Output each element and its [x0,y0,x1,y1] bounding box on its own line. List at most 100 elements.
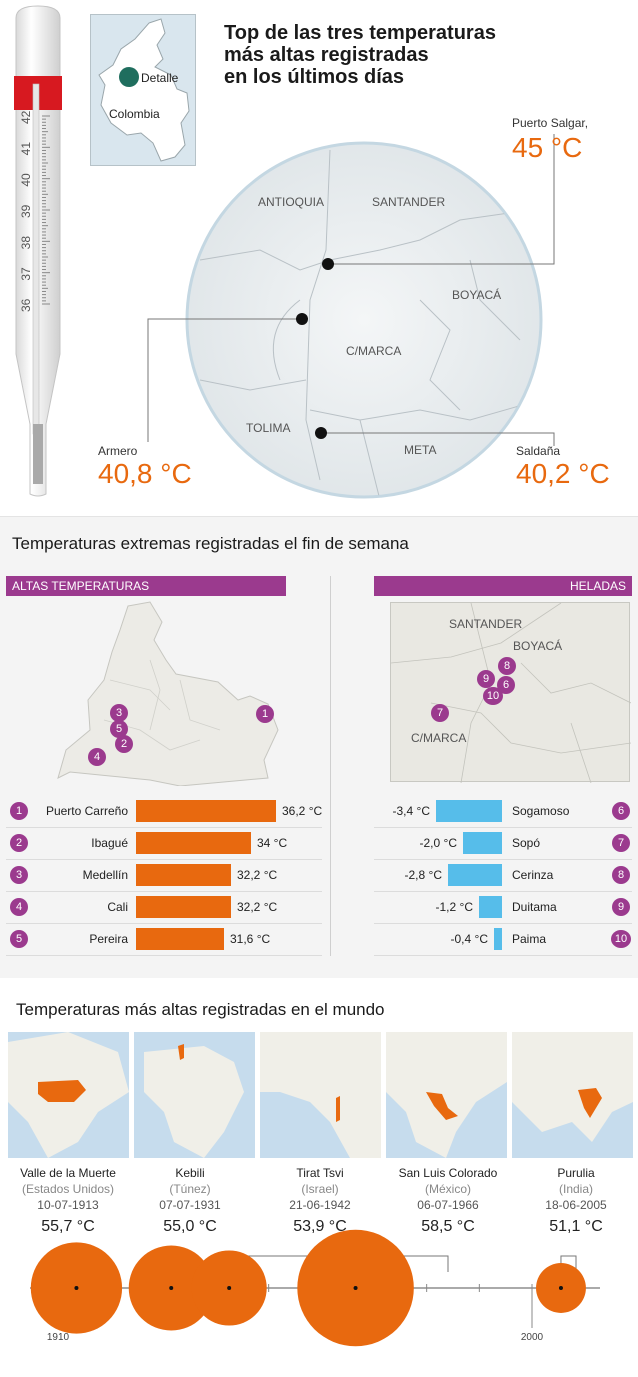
record-country: (Israel) [301,1182,339,1196]
record-bubble-dot [169,1286,174,1290]
record-temp: 58,5 °C [421,1218,475,1235]
record-bubble-dot [353,1286,358,1290]
hot-value-label: 36,2 °C [282,804,323,818]
country-label: Colombia [109,107,160,121]
frost-value-label: -1,2 °C [435,900,473,914]
hot-bar [136,928,224,950]
record-date: 21-06-1942 [289,1198,351,1212]
top-temp-armero: 40,8 °C [98,458,192,489]
record-place: Tirat Tsvi [296,1166,344,1180]
thermometer-tick-label: 37 [19,267,33,281]
hot-bar [136,832,251,854]
record-temp: 51,1 °C [549,1218,603,1235]
record-place: San Luis Colorado [398,1166,498,1180]
world-map-tunisia [134,1032,255,1158]
hot-bar [136,896,231,918]
record-date: 06-07-1966 [417,1198,479,1212]
top-place-puerto-salgar: Puerto Salgar, [512,116,589,130]
record-place: Purulia [557,1166,595,1180]
record-country: (Túnez) [169,1182,211,1196]
world-map-israel-shape [260,1032,381,1158]
world-map-israel [260,1032,381,1158]
frost-bar [448,864,502,886]
hot-city-name: Cali [107,900,128,914]
frost-bar [479,896,502,918]
hot-map-marker-2: 2 [115,735,133,753]
world-map-india [512,1032,633,1158]
frost-rank-badge: 10 [611,930,631,948]
cold-header: Heladas [374,576,632,596]
region-label-antioquia: ANTIOQUIA [258,195,324,209]
world-map-tunisia-shape [144,1044,244,1158]
title-line-2: más altas registradas [224,44,429,66]
hot-row-divider [6,923,322,924]
frost-row-divider [374,923,632,924]
hot-header: Altas temperaturas [6,576,286,596]
frost-bar [463,832,502,854]
frost-map-marker-10: 10 [483,687,503,705]
detail-label: Detalle [141,71,179,85]
frost-map-marker-8: 8 [498,657,516,675]
record-place: Valle de la Muerte [20,1166,116,1180]
hot-row-divider [6,827,322,828]
title-line-3: en los últimos días [224,66,405,88]
frost-city-name: Sopó [512,836,541,850]
record-place: Kebili [175,1166,205,1180]
thermometer-tick-label: 40 [19,173,33,187]
record-bubble-dot [558,1286,563,1290]
record-temp: 55,7 °C [41,1218,95,1235]
hot-bar [136,864,231,886]
leader-line-puerto-salgar [328,134,555,265]
hot-city-name: Ibagué [91,836,128,850]
thermometer-tick-label: 38 [19,236,33,250]
frost-rank-badge: 7 [612,834,630,852]
record-country: (México) [424,1182,471,1196]
region-label-boyaca: BOYACÁ [452,287,501,302]
world-map-mexico [386,1032,507,1158]
hot-bar [136,800,276,822]
colombia-silhouette [98,18,190,162]
page-title: Top de las tres temperaturas más altas r… [224,22,524,88]
hot-row-divider [6,955,322,956]
frost-rank-badge: 6 [612,802,630,820]
frost-value-label: -0,4 °C [450,932,488,946]
frost-map-marker-6: 6 [497,676,515,694]
detail-marker-icon [119,67,139,87]
frost-map-marker-7: 7 [431,704,449,722]
hot-value-label: 34 °C [257,836,288,850]
thermometer-illustration: 36 37 38 39 40 41 42 [14,5,62,497]
record-temp: 53,9 °C [293,1218,347,1235]
hot-row-divider [6,891,322,892]
timeline-year-label: 2000 [521,1332,544,1343]
frost-bar [494,928,502,950]
frost-rank-badge: 9 [612,898,630,916]
frost-city-name: Sogamoso [512,804,570,818]
thermometer-tick-label: 36 [19,298,33,312]
region-label-cmarca: C/MARCA [346,344,401,358]
frost-city-name: Duitama [512,900,557,914]
region-label-meta: META [404,443,436,457]
hot-city-name: Pereira [89,932,128,946]
frost-row-divider [374,955,632,956]
leader-line-armero [147,318,302,442]
hot-row-divider [6,859,322,860]
frost-map-marker-9: 9 [477,670,495,688]
record-country: (India) [558,1182,593,1196]
frost-row-divider [374,891,632,892]
top-place-saldana: Saldaña [516,444,561,458]
frost-row-divider [374,859,632,860]
hot-rank-badge: 5 [10,930,28,948]
frost-region-santander: SANTANDER [449,617,523,631]
frost-region-boyaca: BOYACÁ [513,639,563,653]
thermometer-tick-label: 41 [19,142,33,156]
world-records-title: Temperaturas más altas registradas en el… [16,1000,385,1019]
zoom-map: ANTIOQUIA SANTANDER BOYACÁ C/MARCA TOLIM… [147,134,555,499]
frost-value-label: -3,4 °C [392,804,430,818]
hot-rank-badge: 3 [10,866,28,884]
region-label-santander: SANTANDER [372,195,445,209]
hot-map-marker-5: 5 [110,720,128,738]
world-map-india-shape [512,1032,633,1142]
world-map-usa [8,1032,129,1158]
hot-value-label: 32,2 °C [237,900,278,914]
hot-rank-badge: 2 [10,834,28,852]
